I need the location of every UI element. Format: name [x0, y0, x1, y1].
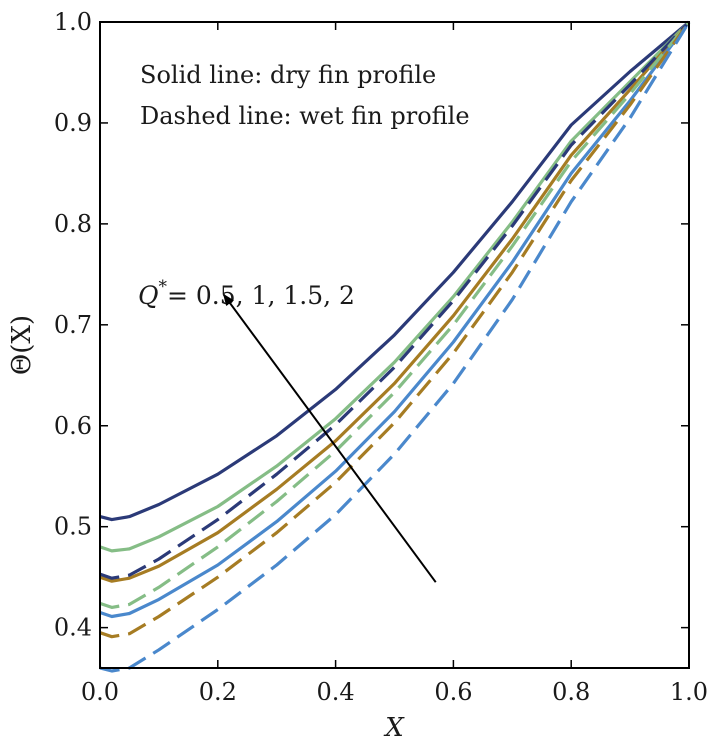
- note-solid-line: Solid line: dry fin profile: [140, 61, 436, 89]
- plot-frame: [99, 21, 690, 669]
- y-tick-label: 0.6: [54, 412, 92, 440]
- q-superscript: *: [159, 277, 168, 297]
- wet-fin-line-1: [99, 20, 691, 580]
- x-tick-label: 0.0: [81, 678, 119, 706]
- note-dashed-line: Dashed line: wet fin profile: [140, 102, 470, 130]
- wet-fin-line-3: [99, 21, 691, 639]
- y-axis-label: Θ(X): [7, 315, 37, 375]
- q-arrow: [222, 293, 437, 583]
- y-tick-label: 0.5: [54, 513, 92, 541]
- x-axis-label: X: [383, 713, 405, 743]
- dry-fin-line-2: [99, 20, 691, 553]
- dry-fin-line-1: [99, 20, 691, 522]
- y-tick-label: 0.4: [54, 614, 92, 642]
- dry-fin-line-3: [99, 20, 691, 583]
- x-tick-label: 0.4: [317, 678, 355, 706]
- y-tick-label: 0.8: [54, 210, 92, 238]
- ticks-layer: 0.0 0.2 0.4 0.6 0.8 1.0 0.4 0.5 0.6 0.7 0.8 0.9 1.0: [54, 8, 708, 706]
- series-layer: [99, 20, 691, 673]
- x-tick-label: 0.6: [434, 678, 472, 706]
- x-tick-label: 0.8: [552, 678, 590, 706]
- y-tick-label: 0.9: [54, 109, 92, 137]
- x-tick-label: 1.0: [670, 678, 708, 706]
- q-annotation: Q*= 0.5, 1, 1.5, 2: [138, 277, 437, 583]
- legend-note: Solid line: dry fin profile Dashed line:…: [140, 61, 470, 130]
- y-tick-label: 0.7: [54, 311, 92, 339]
- q-values: = 0.5, 1, 1.5, 2: [167, 281, 355, 310]
- y-tick-label: 1.0: [54, 8, 92, 36]
- dry-fin-line-4: [99, 21, 691, 619]
- wet-fin-line-2: [99, 20, 691, 609]
- x-tick-label: 0.2: [199, 678, 237, 706]
- q-annotation-label: Q*= 0.5, 1, 1.5, 2: [138, 277, 355, 310]
- q-symbol: Q: [138, 281, 159, 310]
